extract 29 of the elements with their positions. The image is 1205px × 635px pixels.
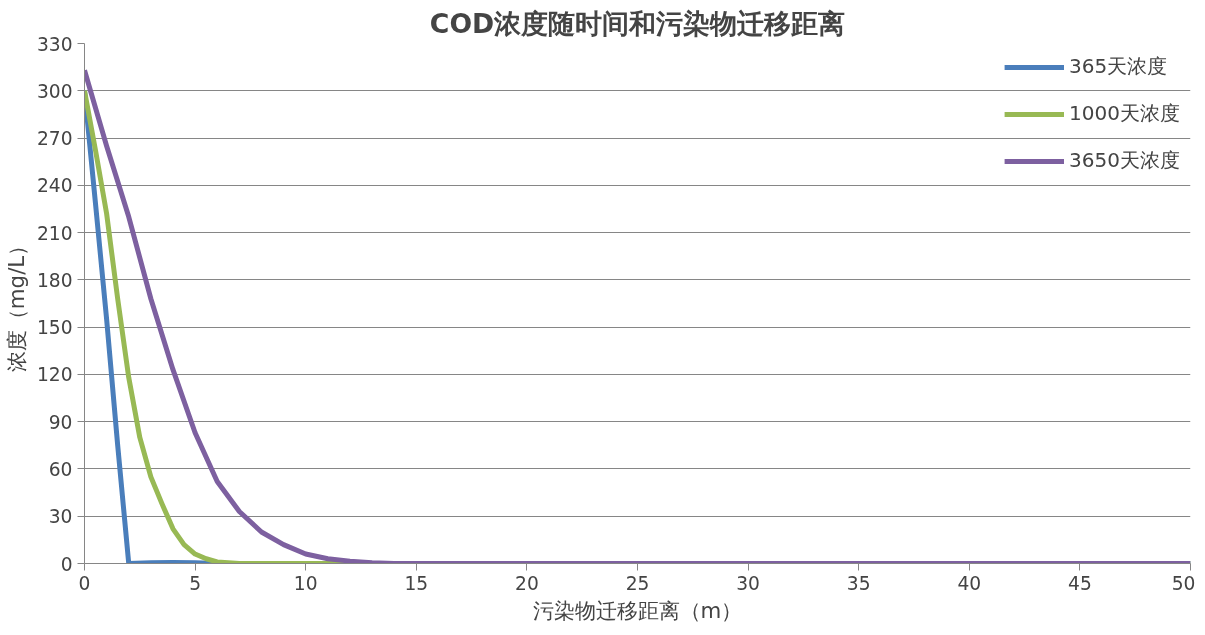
x-tick-label: 50 bbox=[1171, 572, 1196, 594]
legend-label: 1000天浓度 bbox=[1069, 100, 1180, 127]
x-tick-label: 10 bbox=[293, 572, 318, 594]
x-tick-label: 0 bbox=[78, 572, 91, 594]
x-tick-label: 20 bbox=[515, 572, 539, 594]
y-tick-label: 300 bbox=[36, 80, 73, 102]
x-tick-label: 45 bbox=[1068, 572, 1092, 594]
y-tick-label: 90 bbox=[48, 411, 73, 433]
x-tick-label: 25 bbox=[625, 572, 650, 594]
legend-label: 3650天浓度 bbox=[1069, 147, 1180, 174]
chart-title: COD浓度随时间和污染物迁移距离 bbox=[429, 7, 846, 39]
y-tick-label: 210 bbox=[36, 222, 73, 244]
y-tick-label: 270 bbox=[36, 128, 73, 150]
y-tick-label: 240 bbox=[36, 175, 73, 197]
x-tick-label: 35 bbox=[846, 572, 871, 594]
x-tick-label: 40 bbox=[957, 572, 982, 594]
x-tick-label: 15 bbox=[404, 572, 429, 594]
x-tick-label: 30 bbox=[736, 572, 760, 594]
y-axis-title: 浓度（mg/L） bbox=[3, 234, 29, 373]
x-tick-label: 5 bbox=[189, 572, 202, 594]
y-tick-label: 120 bbox=[36, 364, 73, 386]
legend-label: 365天浓度 bbox=[1069, 53, 1168, 80]
y-tick-label: 330 bbox=[36, 33, 73, 55]
y-tick-label: 180 bbox=[36, 269, 73, 291]
y-tick-label: 150 bbox=[36, 317, 73, 339]
y-tick-label: 0 bbox=[60, 553, 73, 575]
y-tick-label: 30 bbox=[48, 506, 73, 528]
y-tick-label: 60 bbox=[48, 458, 73, 480]
x-axis-title: 污染物迁移距离（m） bbox=[532, 597, 743, 623]
